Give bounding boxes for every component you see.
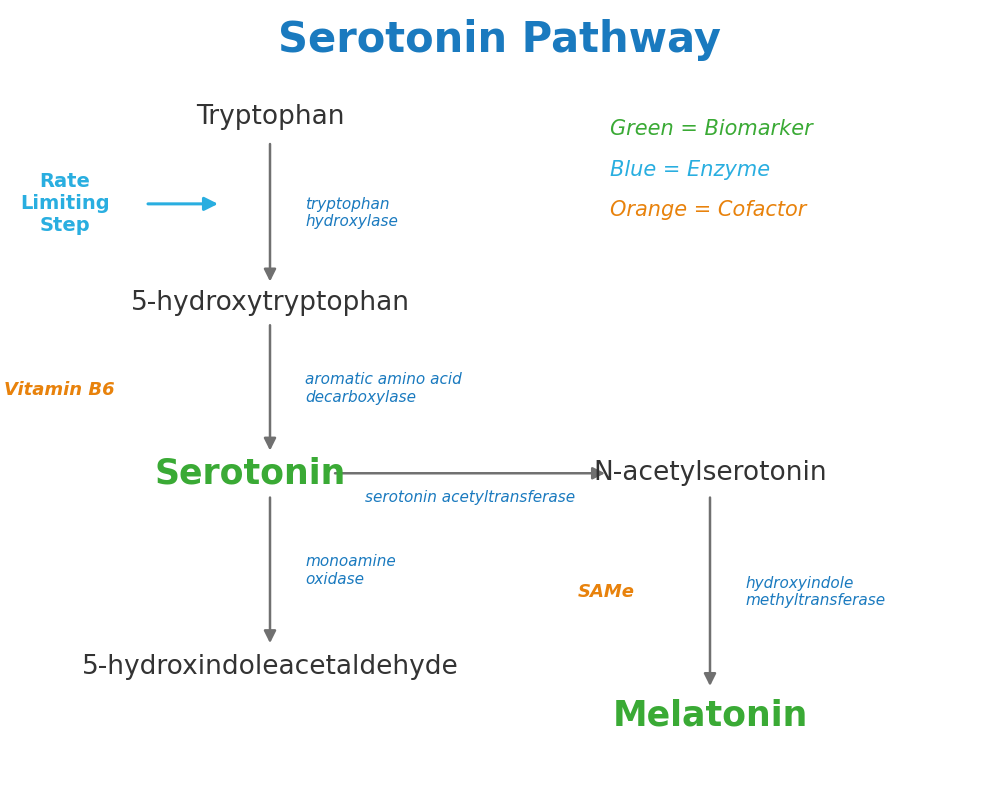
- Text: Serotonin Pathway: Serotonin Pathway: [278, 19, 722, 61]
- Text: Serotonin: Serotonin: [154, 456, 346, 490]
- Text: Melatonin: Melatonin: [612, 699, 808, 733]
- Text: SAMe: SAMe: [578, 583, 635, 601]
- Text: aromatic amino acid
decarboxylase: aromatic amino acid decarboxylase: [305, 372, 462, 404]
- Text: Rate
Limiting
Step: Rate Limiting Step: [20, 172, 110, 235]
- Text: Blue = Enzyme: Blue = Enzyme: [610, 160, 770, 180]
- Text: Tryptophan: Tryptophan: [196, 104, 344, 130]
- Text: 5-hydroxindoleacetaldehyde: 5-hydroxindoleacetaldehyde: [82, 654, 458, 680]
- Text: tryptophan
hydroxylase: tryptophan hydroxylase: [305, 197, 398, 229]
- Text: hydroxyindole
methyltransferase: hydroxyindole methyltransferase: [745, 576, 885, 608]
- Text: Green = Biomarker: Green = Biomarker: [610, 120, 813, 139]
- Text: Vitamin B6: Vitamin B6: [4, 381, 115, 399]
- Text: monoamine
oxidase: monoamine oxidase: [305, 554, 396, 587]
- Text: 5-hydroxytryptophan: 5-hydroxytryptophan: [130, 290, 410, 316]
- Text: serotonin acetyltransferase: serotonin acetyltransferase: [365, 490, 575, 505]
- Text: Orange = Cofactor: Orange = Cofactor: [610, 201, 806, 220]
- Text: N-acetylserotonin: N-acetylserotonin: [593, 460, 827, 486]
